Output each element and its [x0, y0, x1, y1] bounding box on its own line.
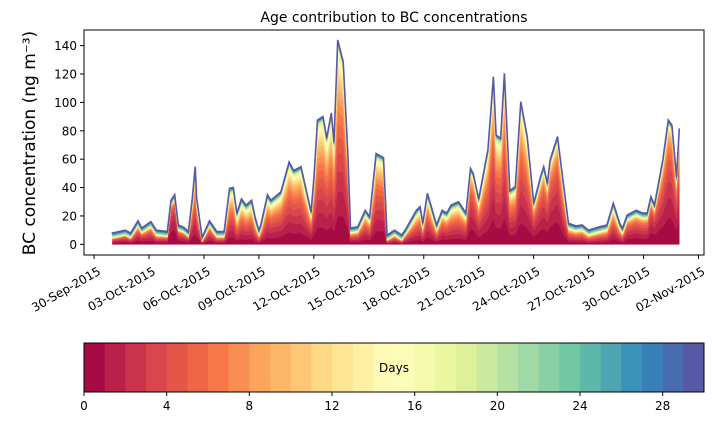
colorbar-tick-label: 20 [490, 399, 505, 413]
colorbar-tick-label: 8 [246, 399, 254, 413]
colorbar-bin [580, 343, 602, 392]
y-tick-label: 100 [54, 96, 77, 110]
colorbar-bin [125, 343, 147, 392]
plot-frame [83, 29, 705, 256]
y-tick-label: 40 [62, 181, 77, 195]
colorbar-bin [373, 343, 395, 392]
colorbar-bin [621, 343, 643, 392]
colorbar-bin [208, 343, 230, 392]
colorbar-bin [642, 343, 664, 392]
y-tick-label: 0 [69, 238, 77, 252]
colorbar-frame [83, 342, 705, 393]
colorbar-bin [332, 343, 354, 392]
colorbar-bin [146, 343, 168, 392]
chart-title: Age contribution to BC concentrations [260, 10, 527, 26]
colorbar-bin [518, 343, 540, 392]
colorbar-ticks: 0 4 8 12 16 20 24 28 [80, 392, 670, 413]
colorbar-bin [394, 343, 416, 392]
colorbar-bin [559, 343, 581, 392]
colorbar-label: Days [379, 361, 409, 375]
colorbar-bin [662, 343, 684, 392]
y-axis-ticks: 0 20 40 60 80 100 120 140 [54, 39, 84, 252]
colorbar-bin [456, 343, 478, 392]
colorbar-bin [352, 343, 374, 392]
colorbar-bin [249, 343, 271, 392]
colorbar-bin [166, 343, 188, 392]
colorbar-bin [270, 343, 292, 392]
colorbar-bin [683, 343, 705, 392]
colorbar-bin [84, 343, 106, 392]
colorbar-bin [187, 343, 209, 392]
stacked-age-areas [111, 39, 681, 245]
colorbar-tick-label: 4 [163, 399, 171, 413]
y-tick-label: 20 [62, 209, 77, 223]
colorbar [83, 342, 705, 393]
colorbar-tick-label: 16 [407, 399, 422, 413]
colorbar-bin [538, 343, 560, 392]
x-axis-ticks: 30-Sep-201503-Oct-201506-Oct-201509-Oct-… [29, 255, 707, 315]
y-tick-label: 140 [54, 39, 77, 53]
y-tick-label: 60 [62, 153, 77, 167]
colorbar-bin [290, 343, 312, 392]
colorbar-tick-label: 12 [324, 399, 339, 413]
y-tick-label: 120 [54, 68, 77, 82]
colorbar-bin [435, 343, 457, 392]
y-tick-label: 80 [62, 124, 77, 138]
colorbar-bin [228, 343, 250, 392]
age-layer-day-29 [111, 39, 681, 241]
colorbar-bin [476, 343, 498, 392]
colorbar-tick-label: 0 [80, 399, 88, 413]
colorbar-tick-label: 28 [655, 399, 670, 413]
colorbar-tick-label: 24 [572, 399, 587, 413]
colorbar-bin [104, 343, 126, 392]
colorbar-bin [414, 343, 436, 392]
y-axis-label: BC concentration (ng m⁻³) [20, 31, 40, 255]
colorbar-bin [497, 343, 519, 392]
colorbar-bin [600, 343, 622, 392]
colorbar-bin [311, 343, 333, 392]
